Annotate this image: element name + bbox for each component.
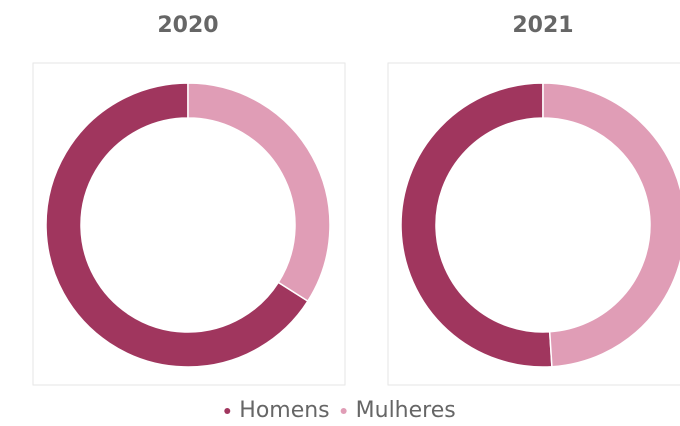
legend-label: Homens — [239, 398, 329, 423]
donut-segment — [542, 82, 680, 368]
legend-label: Mulheres — [356, 398, 456, 423]
legend-marker — [340, 408, 347, 414]
chart-title: 2021 — [512, 13, 573, 38]
legend: Homens Mulheres — [224, 398, 456, 423]
legend-marker — [224, 408, 231, 414]
donut-segment — [187, 82, 331, 303]
chart-title: 2020 — [157, 13, 218, 38]
panel — [387, 62, 680, 386]
panel — [32, 62, 346, 386]
donut-segment — [400, 82, 553, 368]
donut-segment — [45, 82, 309, 368]
